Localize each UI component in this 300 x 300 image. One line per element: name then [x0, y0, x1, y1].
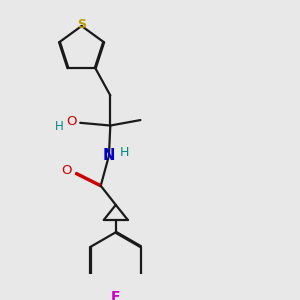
Text: H: H — [119, 146, 129, 159]
Text: N: N — [103, 148, 115, 163]
Text: F: F — [111, 290, 121, 300]
Text: O: O — [61, 164, 72, 177]
Text: H: H — [55, 120, 64, 134]
Text: O: O — [67, 115, 77, 128]
Text: S: S — [77, 18, 86, 31]
